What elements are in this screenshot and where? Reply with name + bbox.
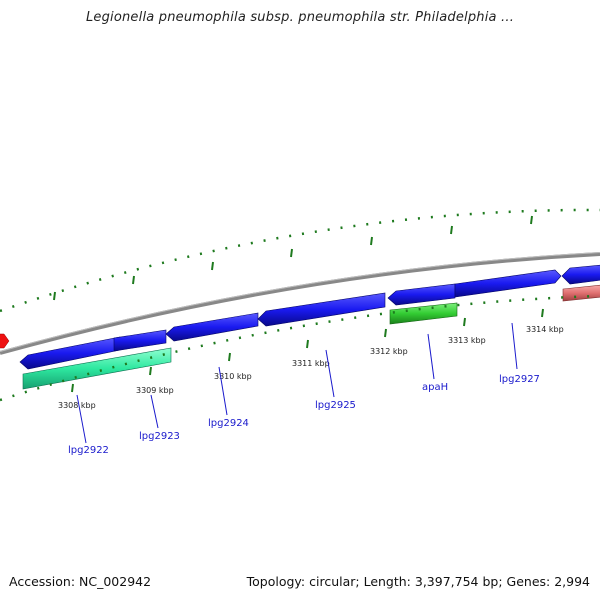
feature-pink [562,284,600,302]
red-feature-marker [0,333,10,349]
tick-labels: 3308 kbp 3309 kbp 3310 kbp 3311 kbp 3312… [58,325,564,410]
genome-backbone [0,252,600,355]
cds-next [561,264,600,285]
cds-apaH [387,283,456,306]
inner-major-ticks [71,308,544,393]
tick-label: 3311 kbp [292,359,330,368]
tick-label: 3309 kbp [136,386,174,395]
tick-label: 3310 kbp [214,372,252,381]
gene-label-lpg2924[interactable]: lpg2924 [208,418,249,429]
cds-lpg2924 [165,312,259,342]
cds-lpg2923 [113,329,167,352]
gene-label-lpg2922[interactable]: lpg2922 [68,445,109,456]
tick-label: 3308 kbp [58,401,96,410]
cds-lpg2925 [257,292,386,327]
gene-label-lpg2923[interactable]: lpg2923 [139,431,180,442]
tick-label: 3312 kbp [370,347,408,356]
tick-label: 3313 kbp [448,336,486,345]
gene-label-lpg2927[interactable]: lpg2927 [499,374,540,385]
feature-cyan [22,347,172,390]
gene-labels: lpg2922 lpg2923 lpg2924 lpg2925 apaH lpg… [68,374,540,456]
outer-major-ticks [53,215,533,301]
gene-label-apaH[interactable]: apaH [422,382,448,393]
feature-green [389,302,458,325]
topology-summary-text: Topology: circular; Length: 3,397,754 bp… [246,574,590,589]
accession-text: Accession: NC_002942 [9,574,152,589]
tick-label: 3314 kbp [526,325,564,334]
cds-features [19,264,600,370]
gene-leader-lines [76,322,518,444]
map-title: Legionella pneumophila subsp. pneumophil… [85,10,515,25]
cds-lpg2927 [454,269,562,298]
gene-label-lpg2925[interactable]: lpg2925 [315,400,356,411]
